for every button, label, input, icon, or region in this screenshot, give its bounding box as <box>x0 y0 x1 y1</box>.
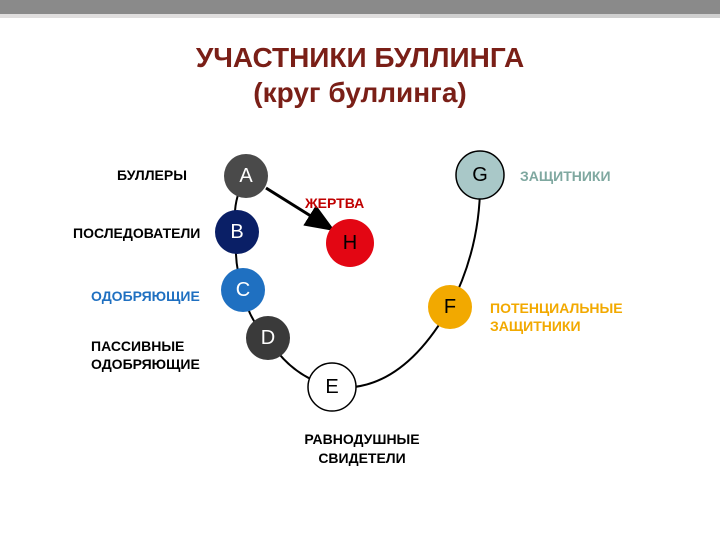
svg-text:A: A <box>239 165 253 187</box>
node-e: E <box>308 363 356 411</box>
svg-text:B: B <box>230 221 243 243</box>
svg-text:G: G <box>472 164 488 186</box>
svg-text:E: E <box>325 376 338 398</box>
label-passive: ПАССИВНЫЕ ОДОБРЯЮЩИЕ <box>91 338 200 373</box>
svg-text:H: H <box>343 232 357 254</box>
label-defenders: ЗАЩИТНИКИ <box>520 168 611 184</box>
node-d: D <box>246 316 290 360</box>
label-potential-defenders: ПОТЕНЦИАЛЬНЫЕ ЗАЩИТНИКИ <box>490 300 623 335</box>
label-followers: ПОСЛЕДОВАТЕЛИ <box>73 225 200 241</box>
label-bullery: БУЛЛЕРЫ <box>117 167 187 183</box>
svg-text:D: D <box>261 327 275 349</box>
node-b: B <box>215 210 259 254</box>
node-a: A <box>224 154 268 198</box>
label-indifferent: РАВНОДУШНЫЕ СВИДЕТЕЛИ <box>282 430 442 468</box>
label-victim: ЖЕРТВА <box>305 195 364 211</box>
node-g: G <box>456 151 504 199</box>
node-f: F <box>428 285 472 329</box>
svg-text:C: C <box>236 279 250 301</box>
svg-text:F: F <box>444 296 456 318</box>
node-h: H <box>326 219 374 267</box>
label-approving: ОДОБРЯЮЩИЕ <box>91 288 200 304</box>
node-c: C <box>221 268 265 312</box>
